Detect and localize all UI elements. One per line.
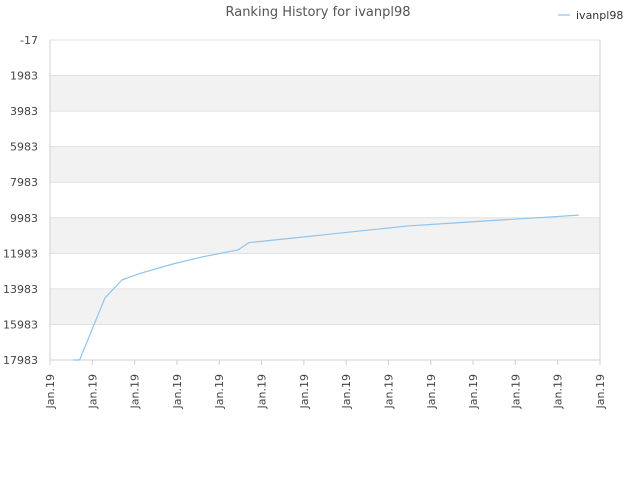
- plot-band: [50, 217, 600, 254]
- chart-title: Ranking History for ivanpl98: [225, 5, 410, 20]
- x-tick-label: Jan.19: [44, 374, 57, 409]
- x-tick-label: Jan.19: [171, 374, 184, 409]
- plot-band: [50, 75, 600, 112]
- plot-band: [50, 182, 600, 218]
- plot-band: [50, 111, 600, 147]
- plot-band: [50, 253, 600, 289]
- grid-lines: [49, 39, 601, 361]
- x-tick-label: Jan.19: [594, 374, 607, 409]
- x-tick-label: Jan.19: [256, 374, 269, 409]
- plot-bands: [50, 40, 600, 360]
- y-tick-label: 11983: [3, 247, 38, 260]
- x-tick-label: Jan.19: [213, 374, 226, 409]
- y-tick-label: 5983: [10, 141, 38, 154]
- legend-label: ivanpl98: [576, 9, 623, 22]
- x-tick-label: Jan.19: [340, 374, 353, 409]
- plot-band: [50, 40, 600, 76]
- x-tick-label: Jan.19: [382, 374, 395, 409]
- x-tick-label: Jan.19: [129, 374, 142, 409]
- y-tick-label: 15983: [3, 318, 38, 331]
- legend: ivanpl98: [558, 9, 623, 22]
- y-axis: -17 1983 3983 5983 7983 9983 11983 13983 15983 17…: [3, 34, 38, 367]
- y-tick-label: 3983: [10, 105, 38, 118]
- series-line-ivanpl98: [73, 214, 579, 361]
- series-layer: [73, 214, 579, 361]
- x-tick-label: Jan.19: [86, 374, 99, 409]
- x-tick-label: Jan.19: [467, 374, 480, 409]
- plot-band: [50, 146, 600, 183]
- x-tick-label: Jan.19: [509, 374, 522, 409]
- y-tick-label: 17983: [3, 354, 38, 367]
- y-tick-label: -17: [20, 34, 38, 47]
- y-tick-label: 1983: [10, 70, 38, 83]
- plot-band: [50, 288, 600, 325]
- y-tick-label: 13983: [3, 283, 38, 296]
- y-tick-label: 9983: [10, 212, 38, 225]
- y-tick-label: 7983: [10, 176, 38, 189]
- x-tick-label: Jan.19: [298, 374, 311, 409]
- x-tick-label: Jan.19: [425, 374, 438, 409]
- x-tick-label: Jan.19: [552, 374, 565, 409]
- x-axis: Jan.19 Jan.19 Jan.19 Jan.19 Jan.19 Jan.19 Jan.…: [44, 360, 607, 409]
- plot-band: [50, 324, 600, 360]
